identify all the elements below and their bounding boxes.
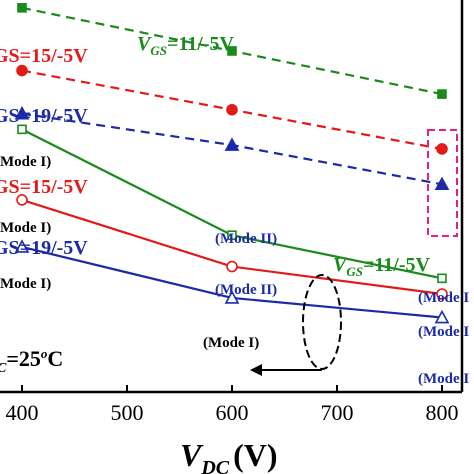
temperature-label: C=25oC: [0, 346, 63, 376]
mode1-center-label: (Mode I): [203, 335, 259, 351]
data-point: [17, 3, 27, 13]
data-point: [224, 137, 240, 151]
vgs-blue-top-label: GS=19/-5V: [0, 105, 88, 127]
data-point: [16, 64, 28, 77]
data-point: [14, 106, 30, 120]
data-point: [226, 260, 238, 273]
mode1-top-label: (Mode I): [0, 154, 51, 170]
data-point: [227, 46, 237, 56]
right-mode-label-3: (Mode I: [418, 371, 469, 387]
grouping-ellipse: [302, 274, 342, 370]
mode1-red-label: (Mode I): [0, 220, 51, 236]
data-point: [437, 273, 447, 284]
direction-arrow-head: [250, 364, 262, 376]
vgs-red-top-label: GS=15/-5V: [0, 45, 88, 67]
data-point: [437, 89, 447, 99]
data-point: [226, 103, 238, 116]
vgs-green-bot-label: VGS=11/-5V: [333, 254, 430, 279]
x-tick-label: 500: [111, 400, 144, 425]
vgs-green-top-label: VGS=11/-5V: [137, 33, 234, 58]
data-point: [227, 230, 237, 240]
data-point: [434, 176, 450, 191]
data-point: [14, 239, 30, 253]
data-point: [436, 288, 448, 300]
right-mode-label-2: (Mode I: [418, 324, 469, 340]
x-tick-label: 400: [6, 400, 39, 425]
mode2-green-label: (Mode II): [215, 231, 277, 247]
mode1-blue-label: (Mode I): [0, 276, 51, 292]
data-point: [17, 124, 27, 135]
right-mode-label-1: (Mode I: [418, 290, 469, 306]
highlight-box: [427, 129, 458, 237]
data-point: [434, 309, 450, 324]
x-ticks: 400 500 600 700 800: [6, 385, 459, 425]
x-tick-label: 600: [216, 400, 249, 425]
x-axis-title: VDC (V): [180, 437, 278, 474]
x-tick-label: 800: [426, 400, 459, 425]
series-layer: [14, 3, 450, 324]
mode2-red-label: (Mode II): [215, 282, 277, 298]
vgs-blue-bot-label: GS=19/-5V: [0, 237, 88, 259]
x-tick-label: 700: [321, 400, 354, 425]
data-point: [224, 290, 240, 304]
data-point: [436, 143, 448, 155]
vgs-red-bot-label: GS=15/-5V: [0, 176, 88, 198]
data-point: [16, 194, 28, 206]
